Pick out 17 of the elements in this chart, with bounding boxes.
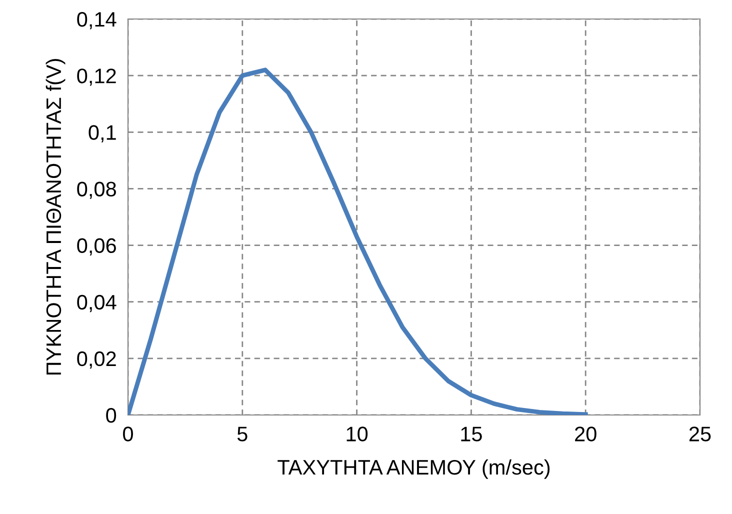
y-tick-label: 0: [106, 408, 116, 423]
x-tick-label: 15: [461, 426, 482, 442]
y-tick-label: 0,12: [77, 68, 116, 86]
x-tick-label: 20: [575, 426, 596, 442]
y-tick-label: 0,02: [77, 351, 116, 369]
y-tick-label: 0,04: [77, 294, 116, 312]
x-axis-title: ΤΑΧΥΤΗΤΑ ΑΝΕΜΟΥ (m/sec): [278, 459, 550, 479]
y-tick-label: 0,14: [77, 12, 116, 30]
y-axis-title: ΠΥΚΝΟΤΗΤΑ ΠΙΘΑΝΟΤΗΤΑΣ f(V): [46, 59, 66, 375]
line-series: [128, 68, 588, 415]
x-tick-label: 0: [123, 426, 133, 442]
x-tick-label: 10: [346, 426, 368, 442]
x-tick-label: 5: [237, 426, 248, 442]
y-tick-label: 0,08: [77, 182, 116, 199]
y-tick-label: 0,06: [77, 238, 116, 256]
y-tick-label: 0,1: [88, 125, 116, 142]
x-tick-label: 25: [689, 426, 711, 442]
